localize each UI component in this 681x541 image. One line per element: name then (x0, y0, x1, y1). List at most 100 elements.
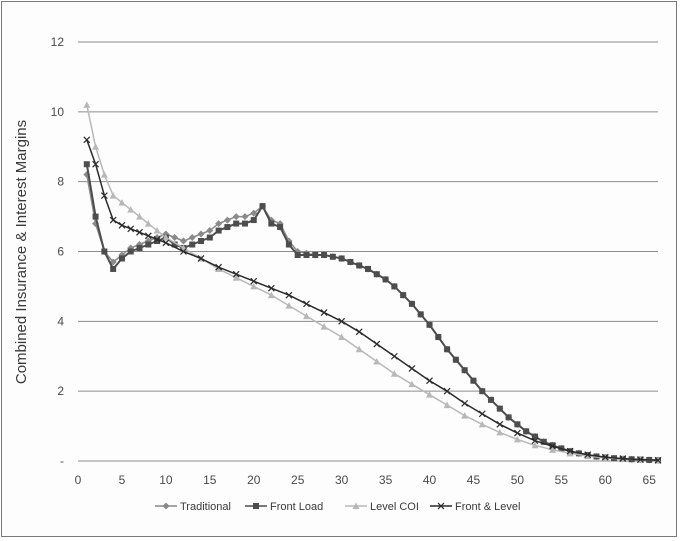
y-tick-label: 8 (57, 175, 64, 189)
data-point (110, 265, 117, 272)
y-tick-label: 6 (57, 245, 64, 259)
data-point (136, 213, 144, 220)
data-point (601, 453, 609, 461)
data-point (250, 277, 258, 285)
data-point (478, 410, 486, 418)
data-point (241, 220, 248, 227)
data-point (496, 420, 504, 428)
legend-marker (253, 503, 259, 509)
data-point (206, 227, 214, 235)
data-point (408, 380, 416, 388)
legend-marker (162, 502, 170, 510)
data-point (549, 446, 557, 453)
data-point (198, 238, 205, 245)
data-point (417, 311, 424, 318)
y-tick-label: 4 (57, 314, 64, 328)
series-line (86, 174, 659, 462)
data-point (171, 241, 178, 248)
data-point (153, 227, 161, 234)
data-point (232, 274, 240, 281)
data-point (154, 238, 161, 245)
data-point (513, 435, 521, 443)
data-point (365, 265, 371, 272)
data-point (232, 270, 240, 278)
data-point (232, 213, 240, 221)
data-point (636, 456, 644, 464)
x-tick-label: 20 (247, 473, 261, 487)
data-point (118, 221, 126, 229)
data-point (408, 365, 416, 372)
data-point (179, 237, 187, 245)
y-axis-title: Combined Insurance & Interest Margins (13, 120, 30, 384)
data-point (241, 213, 249, 221)
data-point (584, 451, 592, 459)
x-tick-label: 40 (423, 473, 437, 487)
data-point (92, 160, 100, 168)
legend-label: Level COI (370, 501, 419, 513)
x-tick-label: 45 (467, 473, 481, 487)
y-tick-label: 12 (51, 35, 65, 49)
data-point (408, 300, 415, 307)
series-line (86, 139, 659, 462)
data-point (215, 227, 222, 234)
data-point (206, 234, 213, 241)
data-point (223, 216, 231, 224)
data-point (145, 241, 152, 248)
x-tick-label: 15 (203, 473, 217, 487)
data-point (215, 220, 223, 228)
data-point (215, 263, 223, 271)
legend-item: Front & Level (430, 501, 520, 513)
data-point (382, 276, 389, 283)
data-point (250, 282, 258, 290)
data-point (127, 225, 135, 233)
data-point (100, 171, 108, 178)
legend-item: Traditional (155, 501, 231, 513)
data-point (443, 387, 451, 395)
data-point (549, 442, 556, 450)
data-point (268, 220, 275, 227)
data-point (320, 323, 328, 330)
data-point (514, 421, 521, 428)
data-point (373, 271, 380, 278)
data-point (136, 228, 143, 236)
data-point (338, 255, 345, 262)
legend-item: Level COI (345, 501, 419, 513)
x-tick-label: 30 (335, 473, 349, 487)
data-point (303, 300, 310, 308)
data-point (285, 291, 293, 299)
data-point (144, 220, 152, 227)
data-point (444, 346, 451, 353)
data-point (267, 284, 275, 292)
data-point (118, 255, 125, 262)
data-point (277, 224, 284, 231)
series-front-level (83, 136, 662, 464)
data-point (83, 101, 91, 108)
gridlines (78, 41, 658, 462)
y-tick-labels: - 2 4 6 8 10 12 (51, 35, 65, 468)
data-point (435, 334, 442, 341)
series-front-load (83, 161, 661, 464)
legend: Traditional Front Load Level COI Front & Le… (155, 501, 520, 513)
legend-marker (437, 502, 445, 510)
data-point (250, 209, 258, 217)
data-point (461, 412, 469, 419)
data-point (197, 255, 205, 262)
data-point (479, 388, 486, 395)
data-point (619, 455, 627, 462)
x-tick-labels: 0 5 10 15 20 25 30 35 40 45 50 55 60 65 (75, 473, 657, 487)
data-point (171, 234, 179, 242)
data-point (188, 234, 196, 242)
data-point (488, 396, 495, 403)
data-point (233, 220, 240, 227)
data-point (180, 248, 187, 255)
data-point (531, 437, 539, 445)
data-point (443, 401, 451, 409)
data-point (250, 217, 257, 224)
data-point (101, 248, 108, 255)
data-point (461, 367, 468, 374)
y-tick-label: - (60, 454, 64, 468)
series-traditional (83, 171, 662, 464)
data-point (83, 161, 90, 168)
data-point (109, 192, 117, 199)
